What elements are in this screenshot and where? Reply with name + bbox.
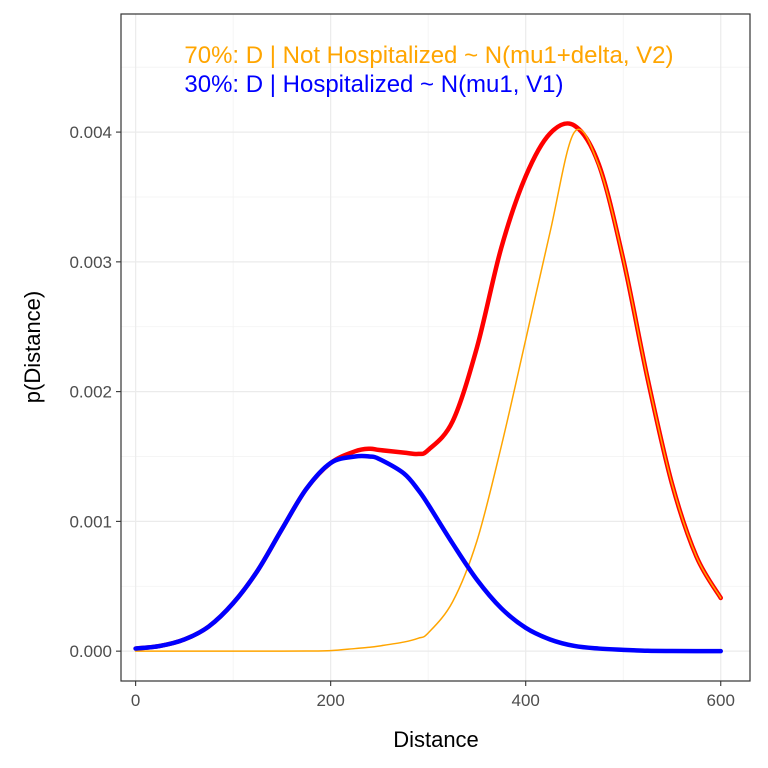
x-tick-label: 400 bbox=[512, 691, 540, 710]
x-tick-label: 0 bbox=[131, 691, 140, 710]
y-tick-label: 0.004 bbox=[69, 123, 112, 142]
minor-gridlines bbox=[121, 14, 750, 681]
annotation-layer: 70%: D | Not Hospitalized ~ N(mu1+delta,… bbox=[184, 42, 673, 98]
not-hospitalized-density-line bbox=[134, 128, 722, 652]
y-tick-label: 0.001 bbox=[69, 512, 112, 531]
panel-border bbox=[120, 13, 751, 682]
series-layer bbox=[133, 121, 723, 654]
x-tick-label: 600 bbox=[707, 691, 735, 710]
y-tick-label: 0.002 bbox=[69, 383, 112, 402]
x-tick-label: 200 bbox=[316, 691, 344, 710]
hospitalized-density-line bbox=[133, 453, 723, 654]
y-axis-title: p(Distance) bbox=[20, 291, 45, 403]
panel-background bbox=[121, 14, 750, 681]
y-axis: 0.000 0.001 0.002 0.003 0.004 bbox=[69, 123, 121, 661]
annotation-not-hospitalized: 70%: D | Not Hospitalized ~ N(mu1+delta,… bbox=[184, 42, 673, 69]
x-axis-title: Distance bbox=[393, 727, 479, 752]
y-tick-label: 0.003 bbox=[69, 253, 112, 272]
x-axis: 0 200 400 600 bbox=[131, 681, 735, 710]
annotation-hospitalized: 30%: D | Hospitalized ~ N(mu1, V1) bbox=[184, 71, 563, 98]
y-tick-label: 0.000 bbox=[69, 642, 112, 661]
